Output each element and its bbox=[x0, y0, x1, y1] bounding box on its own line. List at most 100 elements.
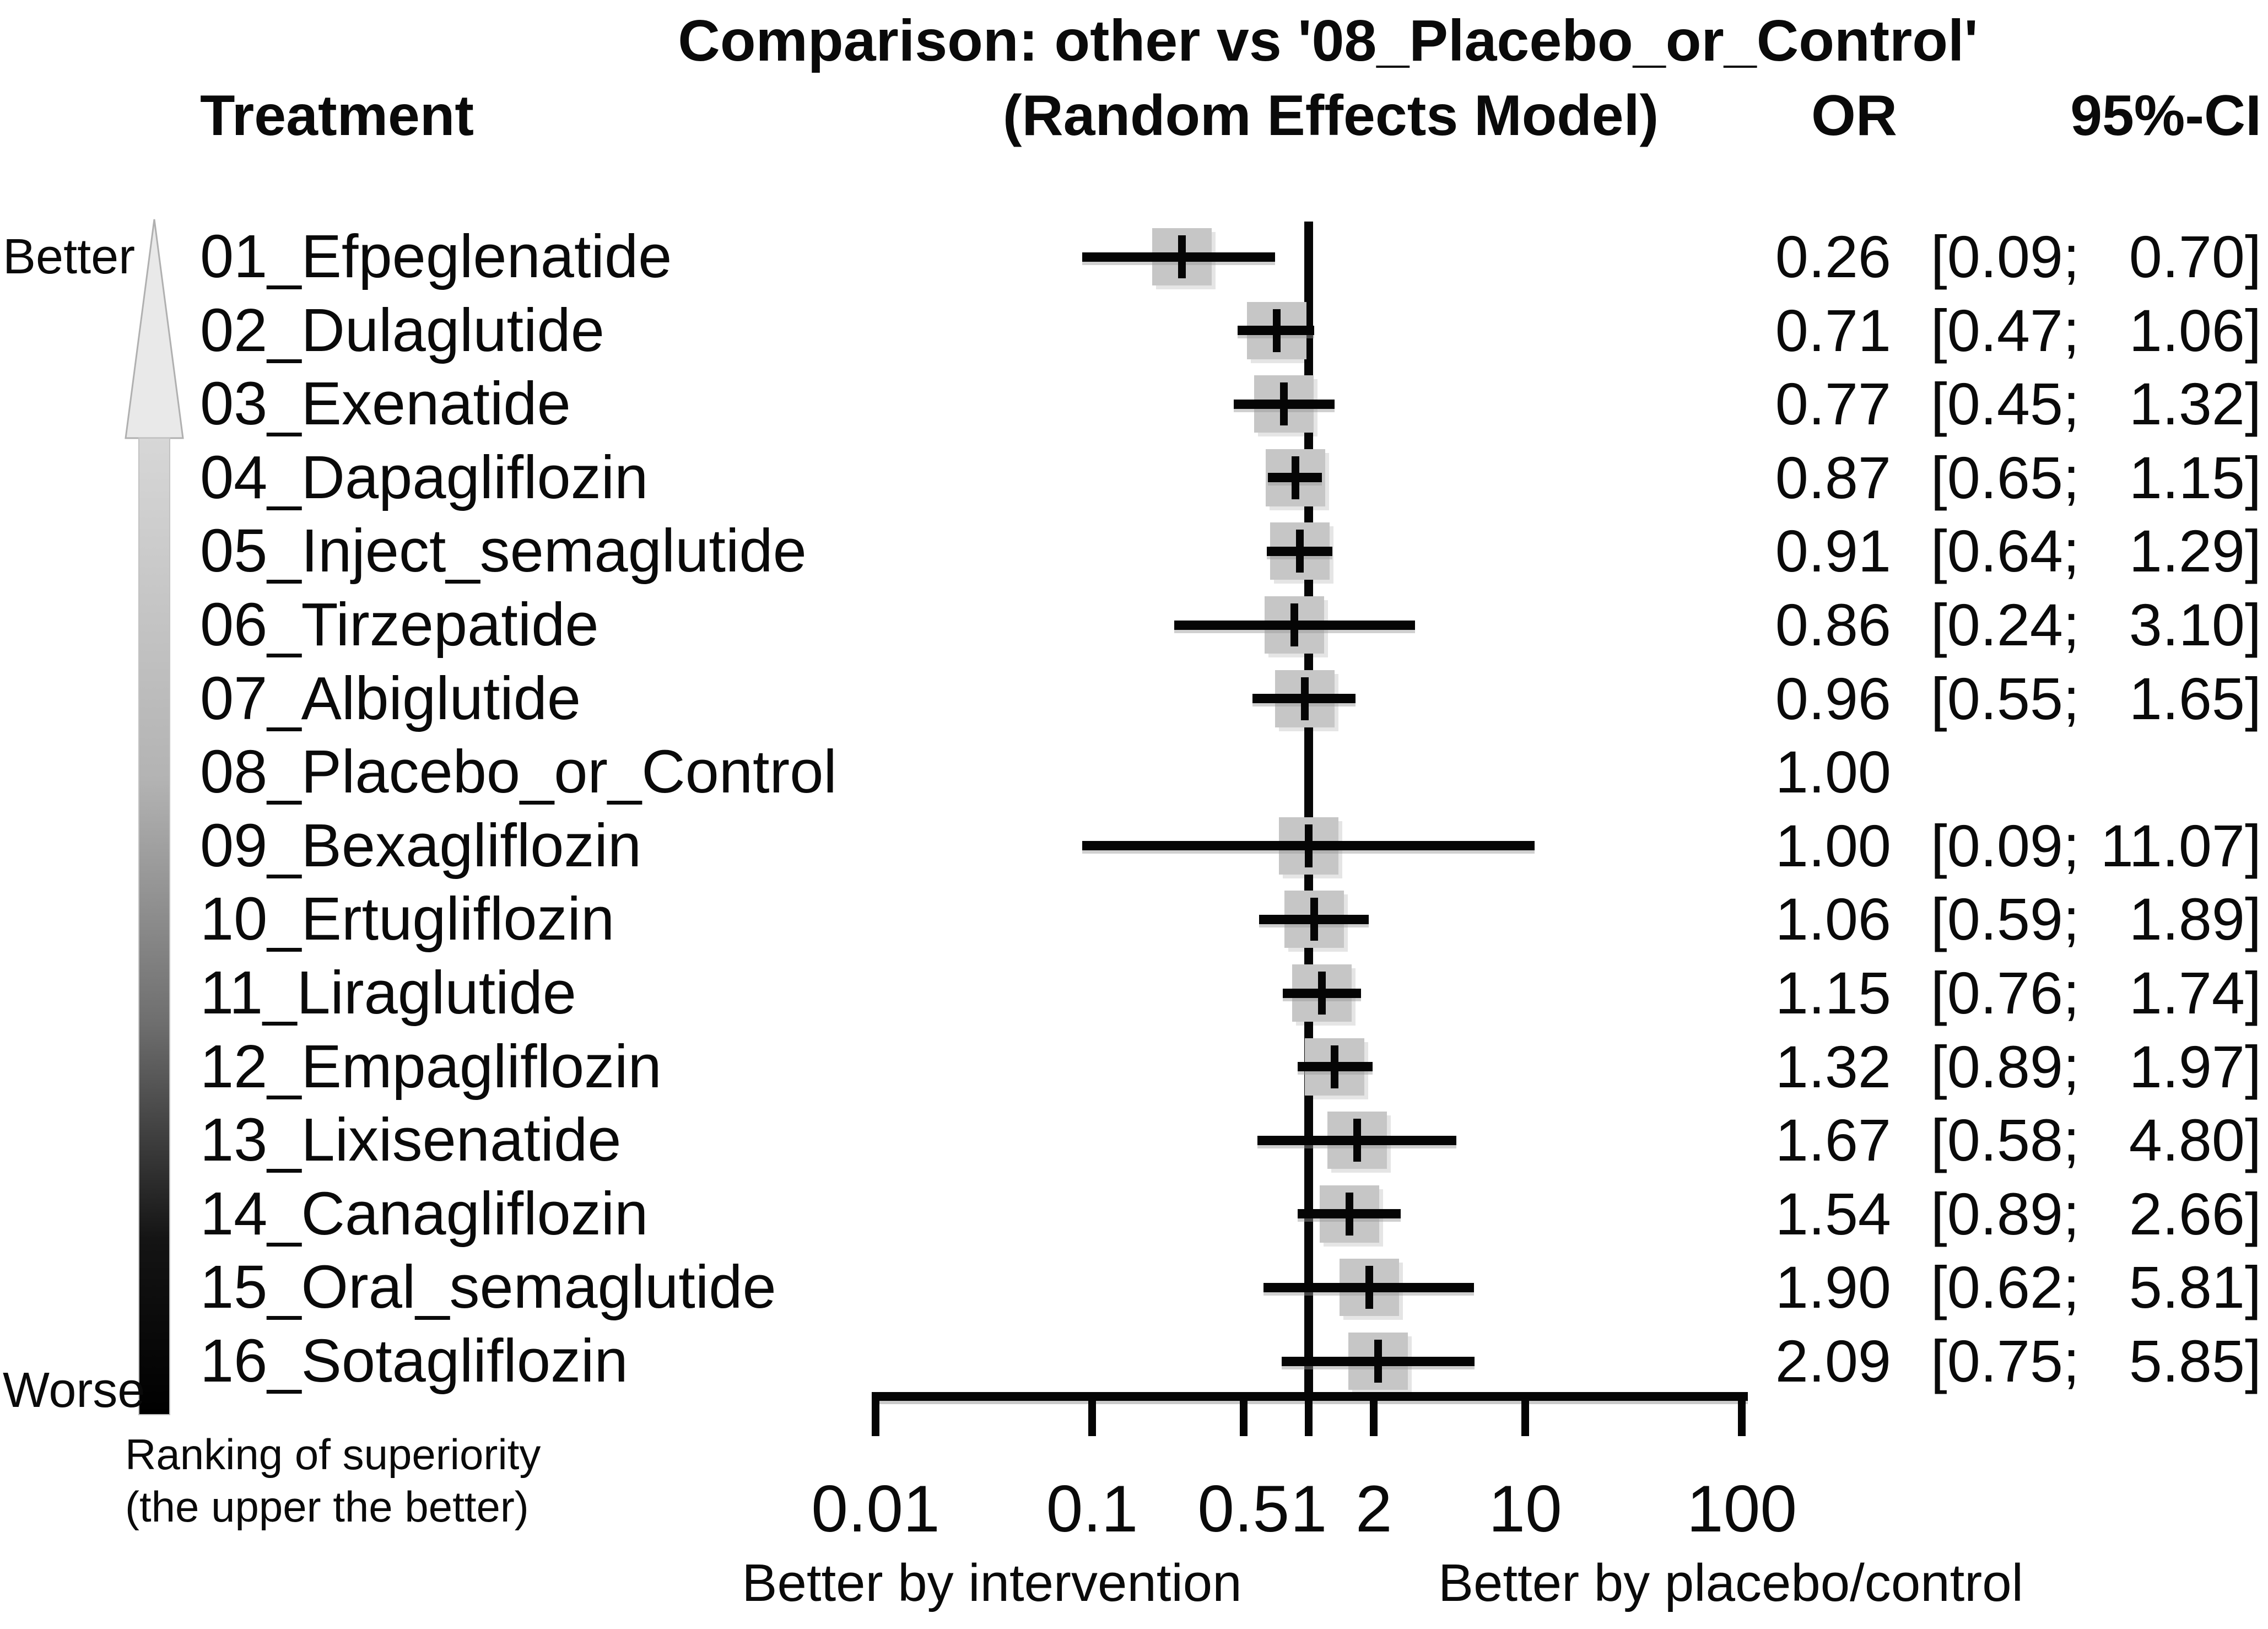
ci-value: [0.09; 0.70] bbox=[1892, 227, 2261, 287]
treatment-label: 09_Bexagliflozin bbox=[200, 811, 642, 880]
ci-high-label: 1.89] bbox=[2129, 886, 2261, 953]
treatment-label: 11_Liraglutide bbox=[200, 959, 576, 1027]
ci-low-label: [0.75; bbox=[1930, 1328, 2080, 1394]
treatment-label: 03_Exenatide bbox=[200, 370, 571, 438]
ci-high-label: 1.06] bbox=[2129, 296, 2261, 364]
axis-caption-right: Better by placebo/control bbox=[1438, 1554, 2023, 1612]
point-marker bbox=[1280, 382, 1288, 426]
ci-value: [0.24; 3.10] bbox=[1892, 595, 2261, 655]
treatment-label: 08_Placebo_or_Control bbox=[200, 738, 837, 806]
or-value: 1.90 bbox=[1775, 1254, 1891, 1321]
treatment-label: 10_Ertugliflozin bbox=[200, 885, 615, 953]
figure-subtitle: (Random Effects Model) bbox=[1002, 84, 1659, 148]
x-axis-tick bbox=[1738, 1392, 1746, 1436]
ci-low-label: [0.45; bbox=[1930, 370, 2080, 438]
ci-value: [0.76; 1.74] bbox=[1892, 963, 2261, 1023]
or-value: 0.87 bbox=[1775, 444, 1891, 511]
x-axis-tick bbox=[1521, 1392, 1529, 1436]
ci-high-label: 3.10] bbox=[2129, 591, 2261, 658]
ci-value: [0.59; 1.89] bbox=[1892, 889, 2261, 949]
ci-low-label: [0.59; bbox=[1930, 886, 2080, 953]
or-value: 1.00 bbox=[1775, 812, 1891, 879]
point-marker bbox=[1353, 1119, 1361, 1162]
ci-value: [0.62; 5.81] bbox=[1892, 1258, 2261, 1317]
x-axis-tick-label: 10 bbox=[1488, 1472, 1562, 1546]
ci-high-label: 1.74] bbox=[2129, 959, 2261, 1026]
or-value: 0.77 bbox=[1775, 370, 1891, 438]
point-marker bbox=[1305, 824, 1313, 867]
or-value: 0.86 bbox=[1775, 591, 1891, 658]
or-value: 2.09 bbox=[1775, 1328, 1891, 1394]
x-axis-tick bbox=[1239, 1392, 1248, 1436]
or-value: 1.67 bbox=[1775, 1107, 1891, 1174]
ci-low-label: [0.76; bbox=[1930, 959, 2080, 1026]
axis-caption-left: Better by intervention bbox=[742, 1554, 1242, 1612]
point-marker bbox=[1178, 235, 1186, 278]
ci-low-label: [0.47; bbox=[1930, 296, 2080, 364]
treatment-label: 05_Inject_semaglutide bbox=[200, 517, 807, 585]
treatment-label: 06_Tirzepatide bbox=[200, 591, 599, 659]
ci-low-label: [0.24; bbox=[1930, 591, 2080, 658]
point-marker bbox=[1301, 677, 1309, 720]
point-marker bbox=[1317, 972, 1326, 1015]
or-value: 0.91 bbox=[1775, 517, 1891, 585]
x-axis-tick bbox=[872, 1392, 879, 1436]
column-header-treatment: Treatment bbox=[200, 84, 474, 148]
treatment-label: 12_Empagliflozin bbox=[200, 1032, 662, 1101]
or-value: 1.54 bbox=[1775, 1180, 1891, 1247]
ci-high-label: 0.70] bbox=[2129, 223, 2261, 290]
x-axis-tick-label: 2 bbox=[1355, 1472, 1392, 1546]
point-marker bbox=[1272, 309, 1281, 352]
ci-high-label: 1.29] bbox=[2129, 517, 2261, 585]
ci-low-label: [0.09; bbox=[1930, 812, 2080, 879]
ci-value: [0.65; 1.15] bbox=[1892, 444, 2261, 511]
treatment-label: 15_Oral_semaglutide bbox=[200, 1253, 776, 1321]
point-marker bbox=[1331, 1045, 1339, 1088]
x-axis-tick bbox=[1305, 1392, 1313, 1436]
ci-low-label: [0.62; bbox=[1930, 1254, 2080, 1321]
ranking-note-line2: (the upper the better) bbox=[125, 1482, 529, 1531]
ci-high-label: 1.32] bbox=[2129, 370, 2261, 438]
column-header-ci: 95%-CI bbox=[2070, 84, 2261, 148]
or-value: 0.71 bbox=[1775, 296, 1891, 364]
ci-value: [0.45; 1.32] bbox=[1892, 374, 2261, 434]
point-marker bbox=[1365, 1266, 1373, 1309]
x-axis-tick-label: 1 bbox=[1290, 1472, 1327, 1546]
ci-high-label: 5.81] bbox=[2129, 1254, 2261, 1321]
ci-value: [0.75; 5.85] bbox=[1892, 1331, 2261, 1391]
x-axis-tick-label: 0.1 bbox=[1046, 1472, 1138, 1546]
ci-value: [0.89; 1.97] bbox=[1892, 1037, 2261, 1097]
ranking-arrow bbox=[125, 219, 184, 1415]
point-marker bbox=[1290, 603, 1299, 646]
ci-high-label: 2.66] bbox=[2129, 1180, 2261, 1247]
ci-value: [0.47; 1.06] bbox=[1892, 296, 2261, 364]
ci-value: [0.89; 2.66] bbox=[1892, 1184, 2261, 1244]
point-marker bbox=[1345, 1192, 1353, 1236]
ci-low-label: [0.64; bbox=[1930, 517, 2080, 585]
ranking-note-line1: Ranking of superiority bbox=[125, 1430, 541, 1479]
treatment-label: 13_Lixisenatide bbox=[200, 1106, 622, 1174]
ci-high-label: 4.80] bbox=[2129, 1107, 2261, 1174]
ci-high-label: 5.85] bbox=[2129, 1328, 2261, 1394]
or-value: 0.26 bbox=[1775, 223, 1891, 290]
ranking-note: Ranking of superiority (the upper the be… bbox=[125, 1428, 541, 1533]
point-marker bbox=[1374, 1340, 1382, 1383]
or-value: 1.00 bbox=[1775, 738, 1891, 806]
point-marker bbox=[1292, 456, 1300, 499]
or-value: 1.32 bbox=[1775, 1033, 1891, 1100]
worse-label: Worse bbox=[3, 1363, 145, 1418]
treatment-label: 04_Dapagliflozin bbox=[200, 443, 649, 511]
ci-high-label: 1.65] bbox=[2129, 665, 2261, 732]
ci-low-label: [0.89; bbox=[1930, 1033, 2080, 1100]
x-axis-tick bbox=[1088, 1392, 1096, 1436]
ci-value: [0.58; 4.80] bbox=[1892, 1110, 2261, 1170]
x-axis-tick-label: 0.01 bbox=[811, 1472, 940, 1546]
ci-low-label: [0.65; bbox=[1930, 444, 2080, 511]
treatment-label: 02_Dulaglutide bbox=[200, 296, 604, 364]
ci-high-label: 11.07] bbox=[2100, 812, 2261, 879]
or-value: 0.96 bbox=[1775, 665, 1891, 732]
reference-line bbox=[1304, 222, 1313, 1396]
ci-high-label: 1.97] bbox=[2129, 1033, 2261, 1100]
treatment-label: 07_Albiglutide bbox=[200, 664, 581, 732]
